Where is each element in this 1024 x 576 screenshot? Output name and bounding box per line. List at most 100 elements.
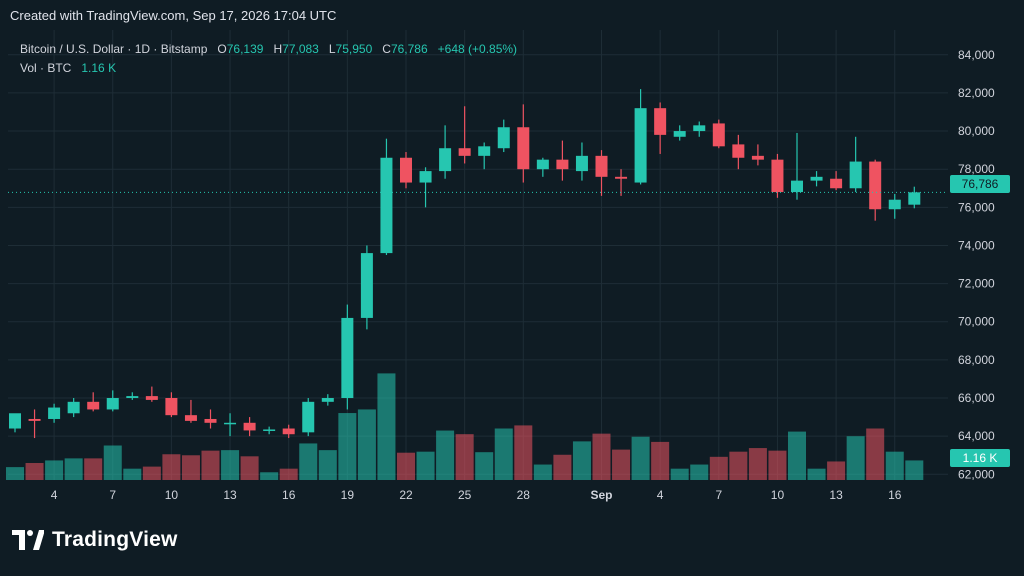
- candle-body: [145, 396, 158, 400]
- volume-bar: [788, 431, 806, 480]
- candle-body: [497, 127, 510, 149]
- candle-body: [302, 401, 315, 433]
- candle-body: [263, 429, 276, 431]
- candle-body: [48, 407, 61, 419]
- candle-body: [712, 123, 725, 147]
- close-label: C: [382, 42, 391, 56]
- volume-bar: [338, 413, 357, 480]
- candle-body: [224, 422, 237, 425]
- y-axis-tick-label: 74,000: [958, 238, 995, 252]
- candle-body: [9, 413, 21, 429]
- candle-body: [282, 428, 295, 435]
- volume-bar: [240, 456, 259, 480]
- volume-bar: [377, 373, 396, 480]
- y-axis-tick-label: 72,000: [958, 277, 995, 291]
- candle-body: [810, 176, 823, 181]
- symbol-label: Bitcoin / U.S. Dollar · 1D · Bitstamp: [20, 42, 208, 56]
- volume-bar: [572, 441, 591, 480]
- volume-bar: [748, 448, 767, 480]
- candle-body: [751, 155, 764, 160]
- y-axis-tick-label: 78,000: [958, 162, 995, 176]
- volume-bar: [533, 464, 552, 480]
- open-value: 76,139: [226, 42, 264, 56]
- candle-body: [380, 157, 393, 254]
- x-axis-tick-label: 4: [51, 488, 58, 502]
- volume-bar: [866, 428, 885, 480]
- candle-body: [908, 192, 921, 205]
- volume-bar: [357, 409, 376, 480]
- low-value: 75,950: [335, 42, 373, 56]
- candle-body: [791, 180, 803, 193]
- volume-bar: [494, 428, 513, 480]
- x-axis-tick-label: 19: [341, 488, 355, 502]
- y-axis-tick-label: 62,000: [958, 467, 995, 481]
- change-value: +648 (+0.85%): [437, 42, 518, 56]
- volume-bar: [514, 425, 533, 480]
- candle-body: [536, 159, 549, 170]
- x-axis-tick-label: 28: [517, 488, 531, 502]
- candle-body: [243, 422, 256, 431]
- y-axis-tick-label: 66,000: [958, 391, 995, 405]
- volume-bar: [25, 463, 44, 480]
- volume-bar: [201, 450, 220, 480]
- y-axis-tick-label: 84,000: [958, 48, 995, 62]
- close-value: 76,786: [390, 42, 428, 56]
- y-axis-tick-label: 82,000: [958, 86, 995, 100]
- tradingview-logo[interactable]: TradingView: [12, 528, 178, 552]
- volume-bar: [416, 451, 435, 480]
- volume-bar: [807, 468, 826, 480]
- candle-body: [830, 178, 843, 189]
- volume-bar: [436, 430, 455, 480]
- volume-bar: [142, 466, 161, 480]
- candle-body: [439, 148, 452, 172]
- candle-body: [321, 398, 334, 402]
- volume-bar: [905, 460, 924, 480]
- high-label: H: [273, 42, 283, 56]
- candle-body: [869, 161, 882, 210]
- volume-bar: [768, 450, 787, 480]
- volume-bar: [45, 460, 64, 480]
- volume-bar: [123, 468, 142, 480]
- volume-bar: [6, 467, 24, 480]
- x-axis-tick-label: 16: [888, 488, 902, 502]
- candle-body: [556, 159, 569, 170]
- candle-body: [28, 418, 41, 421]
- volume-bar: [651, 441, 670, 480]
- volume-bar: [885, 451, 904, 480]
- x-axis-tick-label: 4: [657, 488, 664, 502]
- last-price-tag: 76,786: [950, 175, 1010, 193]
- y-axis-tick-label: 76,000: [958, 200, 995, 214]
- volume-bar: [690, 464, 709, 480]
- candle-body: [634, 108, 647, 183]
- candle-body: [595, 155, 608, 177]
- volume-bar: [455, 434, 474, 480]
- volume-bar: [279, 468, 298, 480]
- volume-bar: [162, 454, 181, 480]
- volume-bar: [103, 445, 122, 480]
- candle-body: [615, 176, 628, 179]
- candle-body: [771, 159, 784, 193]
- candle-body: [478, 146, 491, 156]
- volume-bar: [631, 436, 650, 480]
- candle-body: [360, 253, 373, 318]
- volume-bar: [709, 456, 728, 480]
- volume-bar: [181, 455, 200, 480]
- low-label: L: [328, 42, 336, 56]
- y-axis-tick-label: 64,000: [958, 429, 995, 443]
- candle-body: [184, 415, 197, 421]
- volume-bar: [670, 468, 689, 480]
- candle-body: [204, 418, 217, 423]
- candle-body: [693, 125, 706, 132]
- volume-bar: [475, 452, 494, 480]
- candle-body: [165, 398, 178, 416]
- candle-body: [67, 401, 80, 414]
- candle-body: [654, 108, 667, 135]
- volume-bar: [846, 436, 865, 480]
- candle-body: [458, 148, 471, 156]
- candle-body: [575, 155, 588, 172]
- volume-bar: [553, 454, 572, 480]
- volume-bar: [729, 451, 748, 480]
- volume-bar: [64, 458, 83, 480]
- x-axis-tick-label: 22: [399, 488, 413, 502]
